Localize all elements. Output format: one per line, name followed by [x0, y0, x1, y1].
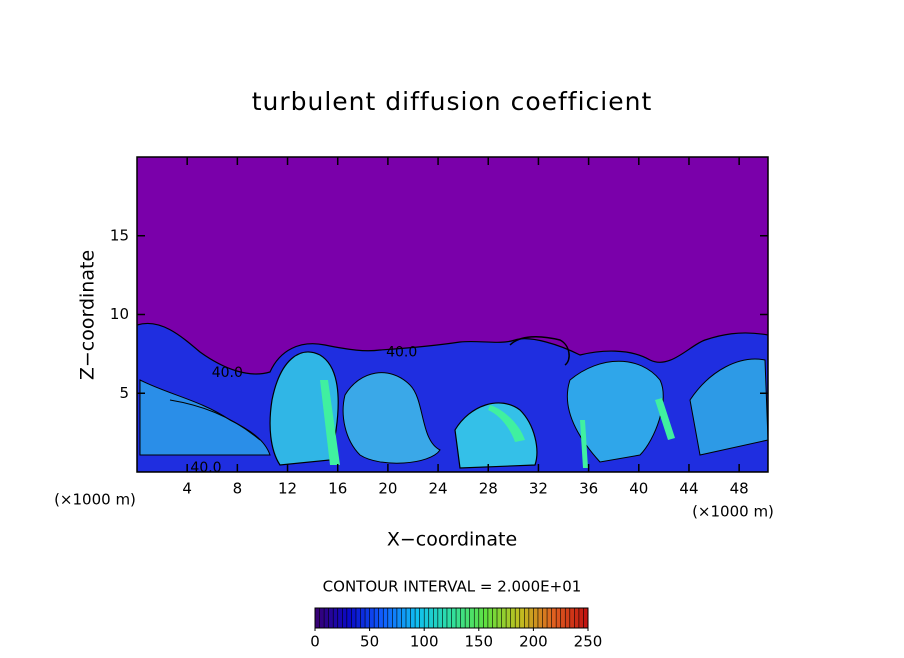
colorbar-swatch [424, 608, 430, 628]
colorbar-swatch [556, 608, 561, 628]
colorbar-swatch [415, 608, 420, 628]
colorbar-swatch [501, 608, 507, 628]
colorbar-swatch [446, 608, 452, 628]
colorbar-swatch [365, 608, 370, 628]
colorbar-swatch [474, 608, 480, 628]
colorbar-swatch [524, 608, 530, 628]
x-tick-label: 44 [679, 480, 698, 498]
colorbar-swatch [387, 608, 393, 628]
colorbar-swatch [537, 608, 543, 628]
contour-label: 40.0 [212, 365, 243, 381]
colorbar-swatch [497, 608, 502, 628]
x-tick-label: 40 [629, 480, 648, 498]
colorbar-swatch [374, 608, 379, 628]
colorbar-swatch [460, 608, 466, 628]
x-tick-label: 12 [278, 480, 297, 498]
colorbar-swatch [583, 608, 589, 628]
colorbar-swatch [337, 608, 343, 628]
colorbar-tick-label: 150 [464, 633, 493, 651]
colorbar-swatch [528, 608, 534, 628]
x-tick-label: 20 [378, 480, 397, 498]
colorbar-swatch [324, 608, 329, 628]
y-axis-label: Z−coordinate [77, 250, 99, 380]
colorbar-swatch [383, 608, 389, 628]
colorbar-swatch [519, 608, 525, 628]
colorbar-swatch [469, 608, 475, 628]
x-tick-label: 28 [479, 480, 498, 498]
x-tick-label: 16 [328, 480, 347, 498]
colorbar-swatch [451, 608, 457, 628]
x-tick-label: 8 [233, 480, 243, 498]
colorbar-swatch [378, 608, 384, 628]
x-tick-label: 4 [182, 480, 192, 498]
contour-label: 40.0 [190, 460, 221, 476]
colorbar-swatch [433, 608, 439, 628]
colorbar-swatch [333, 608, 339, 628]
colorbar-swatch [551, 608, 557, 628]
colorbar-swatch [478, 608, 484, 628]
colorbar-swatch [419, 608, 425, 628]
x-axis-label: X−coordinate [387, 529, 517, 551]
colorbar-tick-label: 250 [574, 633, 603, 651]
colorbar-tick-label: 200 [519, 633, 548, 651]
colorbar-swatch [410, 608, 416, 628]
colorbar-tick-label: 100 [410, 633, 439, 651]
field [137, 157, 768, 472]
colorbar-swatch [392, 608, 398, 628]
colorbar-swatch [346, 608, 352, 628]
colorbar-swatch [542, 608, 548, 628]
x-tick-label: 32 [529, 480, 548, 498]
colorbar-swatch [360, 608, 366, 628]
colorbar-swatch [560, 608, 566, 628]
colorbar-swatch [406, 608, 411, 628]
colorbar-swatch [351, 608, 357, 628]
colorbar-swatch [565, 608, 571, 628]
colorbar-swatch [515, 608, 521, 628]
colorbar-swatch [492, 608, 498, 628]
colorbar-swatch [442, 608, 448, 628]
colorbar-swatch [315, 608, 320, 628]
x-tick-label: 48 [730, 480, 749, 498]
colorbar-swatch [342, 608, 348, 628]
colorbar-swatch [533, 608, 539, 628]
colorbar-swatch [574, 608, 580, 628]
colorbar-swatch [355, 608, 361, 628]
y-tick-label: 15 [110, 226, 129, 244]
colorbar-swatch [319, 608, 325, 628]
colorbar-swatch [456, 608, 461, 628]
colorbar-swatch [487, 608, 493, 628]
colorbar-swatch [465, 608, 470, 628]
colorbar-swatch [428, 608, 434, 628]
x-unit-label: (×1000 m) [692, 503, 774, 521]
colorbar-swatch [369, 608, 375, 628]
colorbar-swatch [328, 608, 334, 628]
colorbar-swatch [569, 608, 575, 628]
colorbar-swatch [396, 608, 402, 628]
colorbar-swatch [401, 608, 407, 628]
colorbar-swatch [483, 608, 489, 628]
colorbar-tick-label: 0 [310, 633, 320, 651]
chart-title: turbulent diffusion coefficient [252, 87, 653, 116]
colorbar-swatch [547, 608, 552, 628]
colorbar-tick-label: 50 [360, 633, 379, 651]
x-unit-label: (×1000 m) [54, 491, 136, 509]
x-tick-label: 24 [429, 480, 448, 498]
colorbar-swatch [578, 608, 584, 628]
colorbar-swatch [506, 608, 511, 628]
contour-label: 40.0 [386, 344, 417, 360]
colorbar-frame [314, 607, 589, 629]
contour-interval: CONTOUR INTERVAL = 2.000E+01 [323, 578, 582, 596]
colorbar-swatch [510, 608, 516, 628]
colorbar-swatch [437, 608, 443, 628]
y-tick-label: 10 [110, 305, 129, 323]
y-tick-label: 5 [119, 384, 129, 402]
x-tick-label: 36 [579, 480, 598, 498]
